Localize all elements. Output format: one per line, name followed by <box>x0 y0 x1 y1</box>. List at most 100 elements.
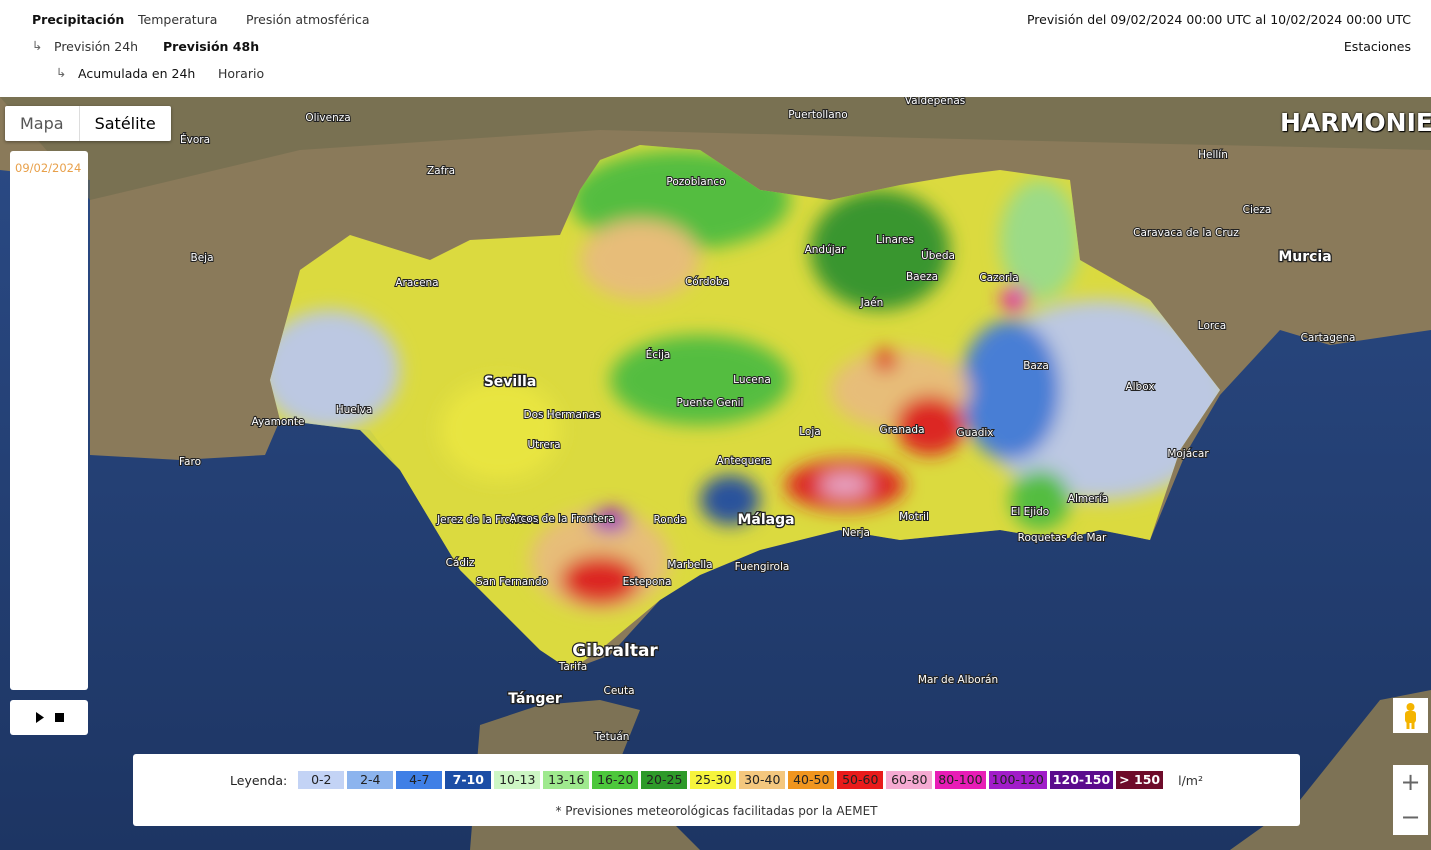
legend-item: 40-50 <box>788 771 835 789</box>
date-panel: 09/02/2024 <box>10 151 88 690</box>
place-labels: Sevilla Córdoba Málaga Granada Jaén Almería Hu… <box>178 97 1356 744</box>
place-label: Évora <box>180 133 210 146</box>
tab[interactable]: Presión atmosférica <box>246 12 370 27</box>
place-label: Cádiz <box>446 557 475 569</box>
stop-button[interactable] <box>55 713 64 722</box>
legend-item: 0-2 <box>298 771 345 789</box>
forecast-range: Previsión del 09/02/2024 00:00 UTC al 10… <box>1026 12 1411 27</box>
pegman <box>1405 703 1416 729</box>
legend-item: 60-80 <box>886 771 933 789</box>
legend-item: 2-4 <box>347 771 394 789</box>
place-label: Aracena <box>395 277 438 289</box>
place-label: Úbeda <box>921 249 955 262</box>
legend-item: 50-60 <box>837 771 884 789</box>
place-label: Ronda <box>653 514 686 526</box>
place-label: Almería <box>1068 493 1108 505</box>
date-item[interactable]: 09/02/2024 <box>15 161 82 175</box>
street-view-button[interactable] <box>1393 698 1428 733</box>
place-label: Fuengirola <box>735 561 790 573</box>
subtab[interactable]: Horario <box>218 66 265 81</box>
legend-item: > 150 <box>1116 771 1164 789</box>
header: Precipitación Temperatura Presión atmosf… <box>0 0 1431 97</box>
subtab[interactable]: Previsión 48h <box>163 39 260 54</box>
place-label: Andújar <box>805 244 847 256</box>
place-label: Málaga <box>737 512 794 528</box>
subtab[interactable]: Acumulada en 24h <box>78 66 196 81</box>
place-label: Baza <box>1023 360 1049 372</box>
place-label: Faro <box>179 456 201 468</box>
legend-row: Leyenda: 0-2 2-4 4-7 7-10 10-13 13-16 16-20 20-… <box>133 771 1300 789</box>
legend-item: 20-25 <box>641 771 688 789</box>
place-label: San Fernando <box>476 576 548 588</box>
legend-note: * Previsiones meteorológicas facilitadas… <box>555 804 878 818</box>
place-label: Puente Genil <box>677 397 744 409</box>
place-label: Linares <box>876 234 914 246</box>
place-label: Baeza <box>906 271 938 283</box>
place-label: Roquetas de Mar <box>1018 532 1107 544</box>
place-label: Tarifa <box>558 661 587 673</box>
place-label: Ceuta <box>604 685 635 697</box>
legend-item: 13-16 <box>543 771 590 789</box>
place-label: Lorca <box>1198 320 1226 332</box>
tab[interactable]: Temperatura <box>138 12 218 27</box>
legend: Leyenda: 0-2 2-4 4-7 7-10 10-13 13-16 16-20 20-… <box>133 754 1300 826</box>
place-label: Puertollano <box>788 109 847 121</box>
land-shade <box>0 97 1431 200</box>
place-label: El Ejido <box>1011 506 1049 518</box>
legend-title: Leyenda: <box>230 772 288 788</box>
place-label: Nerja <box>842 527 870 539</box>
arrow: ↳ <box>32 38 43 53</box>
place-label: Jaén <box>860 297 884 309</box>
place-label: Córdoba <box>685 276 729 288</box>
africa <box>1230 690 1431 850</box>
place-label: Murcia <box>1278 249 1331 265</box>
place-label: Tánger <box>508 691 562 707</box>
place-label: Tetuán <box>594 731 630 743</box>
place-label: Estepona <box>623 576 672 588</box>
place-label: Caravaca de la Cruz <box>1133 227 1239 239</box>
place-label: Lucena <box>733 374 771 386</box>
play-button[interactable] <box>36 712 44 723</box>
place-label: Gibraltar <box>572 641 658 661</box>
legend-item: 80-100 <box>935 771 986 789</box>
map-type-button[interactable]: Mapa <box>20 114 64 133</box>
stations-link[interactable]: Estaciones <box>1343 39 1411 54</box>
place-label: Olivenza <box>305 112 350 124</box>
place-label: Ayamonte <box>251 416 304 428</box>
place-label: Dos Hermanas <box>523 409 600 421</box>
place-label: Antequera <box>717 455 772 467</box>
place-label: Écija <box>646 348 671 361</box>
subtab[interactable]: Previsión 24h <box>54 39 139 54</box>
place-label: Granada <box>879 424 924 436</box>
place-label: Mar de Alborán <box>918 674 998 686</box>
place-label: Cazorla <box>979 272 1018 284</box>
legend-item: 25-30 <box>690 771 737 789</box>
place-label: Utrera <box>527 439 560 451</box>
zoom-in[interactable]: + <box>1393 765 1428 800</box>
arrow: ↳ <box>56 65 67 80</box>
legend-item: 7-10 <box>445 771 492 789</box>
place-label: Zafra <box>427 165 455 177</box>
zoom-out[interactable]: − <box>1393 800 1428 835</box>
place-label: Valdepeñas <box>905 97 966 107</box>
map: Sevilla Córdoba Málaga Granada Jaén Almería Hu… <box>0 97 1431 850</box>
place-label: Beja <box>190 252 213 264</box>
place-label: Motril <box>899 511 929 523</box>
place-label: Pozoblanco <box>666 176 725 188</box>
tab[interactable]: Precipitación <box>32 12 125 27</box>
place-label: Cieza <box>1243 204 1272 216</box>
place-label: Sevilla <box>484 374 537 390</box>
legend-item: 30-40 <box>739 771 786 789</box>
place-label: Huelva <box>336 404 373 416</box>
legend-item: 10-13 <box>494 771 541 789</box>
place-label: Cartagena <box>1301 332 1356 344</box>
place-label: Loja <box>799 426 820 438</box>
place-label: Marbella <box>667 559 712 571</box>
place-label: Guadix <box>956 427 993 439</box>
legend-unit: l/m² <box>1178 772 1203 788</box>
legend-item: 16-20 <box>592 771 639 789</box>
map-type-control: Mapa Satélite <box>5 106 171 141</box>
map-type-button[interactable]: Satélite <box>78 106 171 141</box>
